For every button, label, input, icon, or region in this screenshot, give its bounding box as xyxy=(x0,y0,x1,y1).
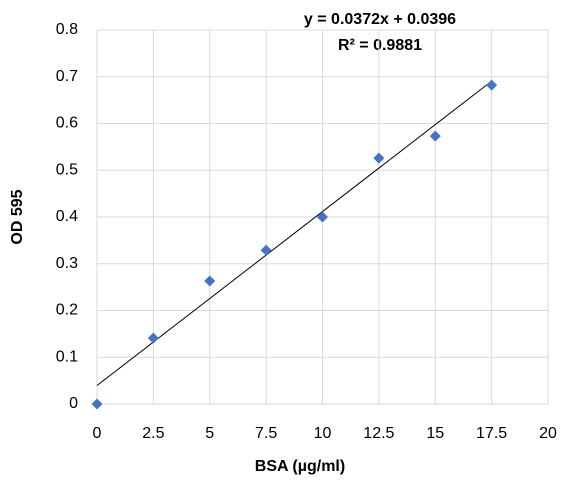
data-point xyxy=(373,152,385,164)
data-point xyxy=(260,244,272,256)
data-point xyxy=(204,275,216,287)
x-tick-label: 5 xyxy=(205,425,214,442)
x-tick-label: 2.5 xyxy=(142,425,164,442)
y-tick-label: 0.8 xyxy=(56,21,78,38)
r-squared: R² = 0.9881 xyxy=(338,37,422,54)
x-tick-label: 17.5 xyxy=(476,425,507,442)
x-tick-label: 15 xyxy=(426,425,444,442)
data-point xyxy=(429,130,441,142)
y-tick-label: 0.5 xyxy=(56,161,78,178)
x-tick-label: 20 xyxy=(539,425,557,442)
y-tick-label: 0.7 xyxy=(56,68,78,85)
data-point xyxy=(486,79,498,91)
x-tick-label: 10 xyxy=(314,425,332,442)
x-tick-label: 7.5 xyxy=(255,425,277,442)
trendline-equation: y = 0.0372x + 0.0396 xyxy=(304,11,456,28)
y-tick-label: 0.4 xyxy=(56,208,78,225)
x-tick-label: 12.5 xyxy=(363,425,394,442)
y-tick-label: 0.3 xyxy=(56,255,78,272)
y-axis-label: OD 595 xyxy=(9,189,26,244)
y-tick-label: 0.6 xyxy=(56,115,78,132)
trendline xyxy=(96,80,492,386)
data-point xyxy=(91,398,103,410)
x-axis-label: BSA (µg/ml) xyxy=(255,458,345,475)
data-point xyxy=(317,211,328,223)
y-tick-label: 0.2 xyxy=(56,302,78,319)
data-point xyxy=(147,332,159,344)
x-tick-label: 0 xyxy=(93,425,102,442)
y-tick-label: 0 xyxy=(69,395,78,412)
y-tick-label: 0.1 xyxy=(56,348,78,365)
